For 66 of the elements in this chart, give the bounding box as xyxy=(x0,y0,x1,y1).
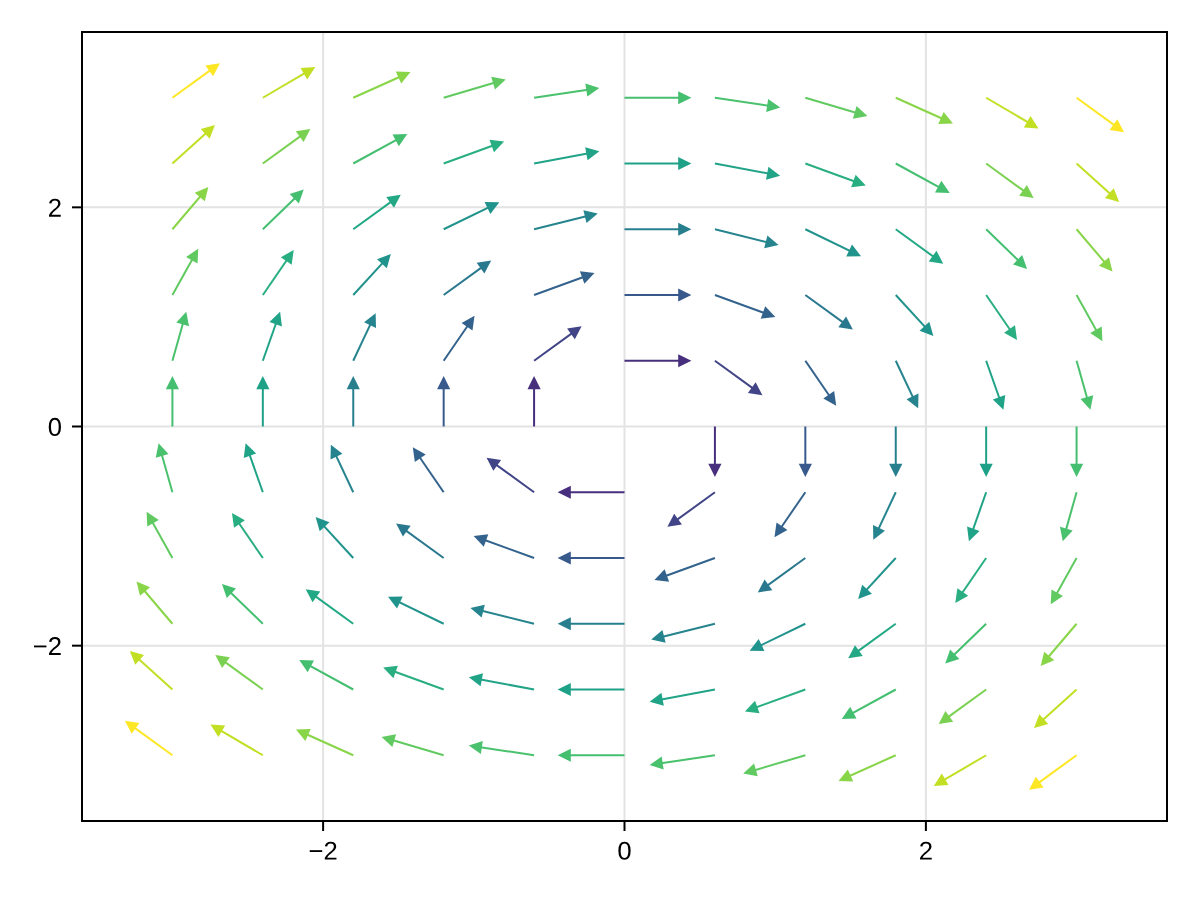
point xyxy=(798,463,812,477)
point xyxy=(938,710,954,725)
point xyxy=(300,67,316,80)
point xyxy=(757,579,773,593)
point xyxy=(346,376,360,390)
point xyxy=(364,313,376,328)
point xyxy=(933,773,949,786)
point xyxy=(176,311,190,327)
x-tick-label: 0 xyxy=(618,841,631,860)
point xyxy=(557,617,571,631)
point xyxy=(461,315,475,331)
point xyxy=(749,639,765,651)
point xyxy=(858,584,872,600)
point xyxy=(649,692,664,706)
point xyxy=(437,376,451,390)
point xyxy=(395,71,411,84)
point xyxy=(841,706,857,719)
point xyxy=(744,700,760,714)
point xyxy=(967,526,980,542)
point xyxy=(774,522,788,538)
point xyxy=(289,189,304,204)
point xyxy=(743,763,758,777)
point xyxy=(476,260,492,274)
point xyxy=(1040,651,1055,667)
point xyxy=(280,250,294,265)
point xyxy=(1059,526,1073,542)
point xyxy=(269,311,282,327)
x-tick-label: 2 xyxy=(920,841,932,860)
point xyxy=(873,525,885,540)
point xyxy=(955,588,969,603)
point xyxy=(1029,776,1044,790)
point xyxy=(557,551,571,565)
point xyxy=(1034,714,1049,728)
point xyxy=(489,139,505,153)
point xyxy=(579,271,595,284)
point xyxy=(654,569,670,582)
y-tick-label: 0 xyxy=(48,417,61,437)
point xyxy=(848,645,863,659)
point xyxy=(557,485,571,499)
point xyxy=(583,210,598,223)
point xyxy=(377,253,391,269)
point xyxy=(708,463,722,477)
point xyxy=(527,376,541,390)
point xyxy=(651,630,666,643)
point xyxy=(295,128,311,143)
point xyxy=(392,134,408,147)
point xyxy=(678,354,692,368)
point xyxy=(678,222,692,236)
point xyxy=(186,248,199,264)
point xyxy=(838,769,854,782)
point xyxy=(889,463,903,477)
point xyxy=(200,125,215,139)
point xyxy=(205,63,220,77)
x-tick-label: −2 xyxy=(309,841,337,860)
point xyxy=(491,76,506,90)
point xyxy=(1050,589,1063,605)
point xyxy=(649,756,664,770)
point xyxy=(945,649,960,664)
point xyxy=(585,83,600,97)
point xyxy=(484,202,500,214)
point xyxy=(678,288,692,302)
point xyxy=(194,186,209,202)
point xyxy=(386,194,401,208)
point xyxy=(585,147,600,161)
y-tick-label: −2 xyxy=(33,637,61,655)
y-tick-label: 2 xyxy=(49,198,61,217)
